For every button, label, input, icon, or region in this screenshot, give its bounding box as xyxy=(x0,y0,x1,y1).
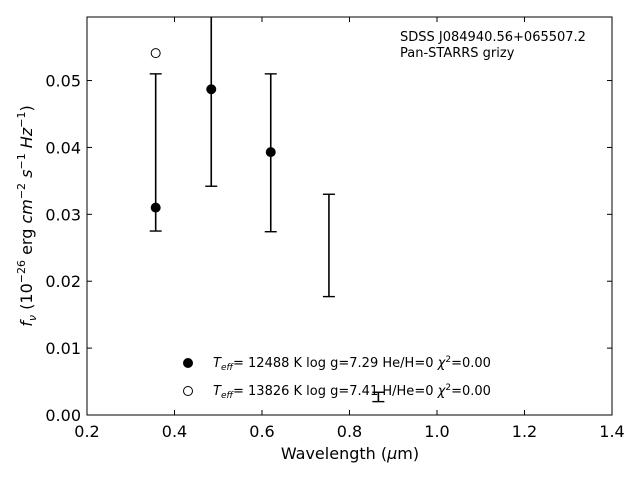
legend-marker-open xyxy=(183,386,193,396)
y-tick-label: 0.00 xyxy=(45,406,81,425)
x-tick-label: 0.2 xyxy=(74,422,99,441)
x-tick-label: 0.4 xyxy=(162,422,187,441)
x-tick-label: 1.0 xyxy=(424,422,449,441)
errorbar-layer xyxy=(149,17,385,403)
ticks-layer: 0.2 0.4 0.6 0.8 1.0 1.2 1.4 0.00 0.01 0.02 0.03 0.0… xyxy=(45,17,625,441)
y-tick-label: 0.02 xyxy=(45,272,81,291)
legend-label-2: Teff= 13826 K log g=7.41 H/He=0 χ2=0.00 xyxy=(213,383,491,401)
data-point-filled xyxy=(265,147,276,158)
y-tick-label: 0.01 xyxy=(45,339,81,358)
annotation-line-1: SDSS J084940.56+065507.2 xyxy=(400,30,586,45)
y-tick-label: 0.04 xyxy=(45,138,81,157)
data-point-open xyxy=(150,48,161,59)
data-point-filled xyxy=(206,84,217,95)
legend-label-1: Teff= 12488 K log g=7.29 He/H=0 χ2=0.00 xyxy=(213,355,491,373)
legend: Teff= 12488 K log g=7.29 He/H=0 χ2=0.00 … xyxy=(183,355,491,401)
x-tick-label: 1.4 xyxy=(599,422,624,441)
y-tick-label: 0.03 xyxy=(45,205,81,224)
annotation-line-2: Pan-STARRS grizy xyxy=(400,46,515,61)
legend-entry-2: Teff= 13826 K log g=7.41 H/He=0 χ2=0.00 xyxy=(183,383,491,401)
x-tick-label: 0.6 xyxy=(249,422,274,441)
x-tick-label: 1.2 xyxy=(512,422,537,441)
legend-marker-filled xyxy=(183,358,193,368)
legend-entry-1: Teff= 12488 K log g=7.29 He/H=0 χ2=0.00 xyxy=(183,355,491,373)
data-point-filled xyxy=(150,202,161,213)
marker-layer xyxy=(150,48,276,213)
y-axis-label: fν (10−26 erg cm−2 s−1 Hz−1) xyxy=(15,105,39,326)
y-tick-label: 0.05 xyxy=(45,72,81,91)
x-axis-label: Wavelength (μm) xyxy=(281,444,419,463)
x-tick-label: 0.8 xyxy=(337,422,362,441)
